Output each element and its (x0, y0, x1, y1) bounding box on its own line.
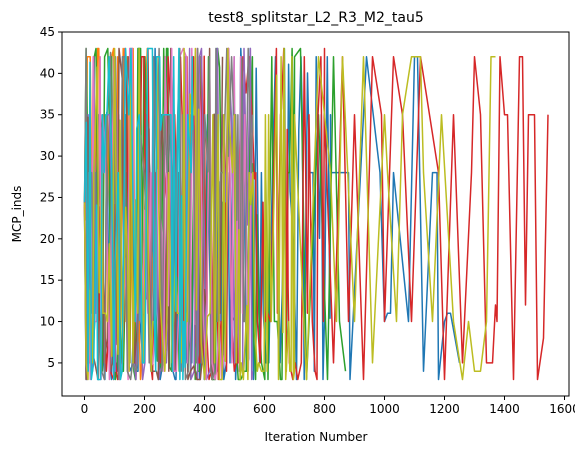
y-tick-label: 30 (40, 149, 55, 163)
x-tick-label: 200 (133, 402, 156, 416)
x-axis: 0 200 400 600 800 1000 1200 1400 1600 (81, 396, 575, 416)
series-line-10 (83, 47, 194, 381)
plot-frame (61, 31, 570, 397)
y-tick-label: 15 (40, 273, 55, 287)
chart-title: test8_splitstar_L2_R3_M2_tau5 (208, 10, 424, 26)
y-tick-label: 35 (40, 108, 55, 122)
series-line-9 (83, 47, 496, 381)
x-tick-label: 1200 (429, 402, 460, 416)
y-tick-label: 20 (40, 232, 55, 246)
x-tick-label: 1600 (549, 402, 575, 416)
x-tick-label: 400 (193, 402, 216, 416)
x-axis-label: Iteration Number (265, 430, 368, 444)
x-tick-label: 1000 (369, 402, 400, 416)
y-tick-label: 5 (47, 356, 55, 370)
x-tick-label: 1400 (489, 402, 520, 416)
x-tick-label: 0 (81, 402, 89, 416)
series-line-6 (83, 47, 224, 381)
y-axis-label: MCP_inds (10, 186, 24, 243)
y-tick-label: 25 (40, 190, 55, 204)
x-tick-label: 600 (253, 402, 276, 416)
series-layer (83, 47, 549, 381)
y-tick-label: 40 (40, 66, 55, 80)
y-tick-label: 45 (40, 25, 55, 39)
x-tick-label: 800 (313, 402, 336, 416)
y-axis: 5 10 15 20 25 30 35 40 45 (40, 25, 62, 370)
y-tick-label: 10 (40, 315, 55, 329)
